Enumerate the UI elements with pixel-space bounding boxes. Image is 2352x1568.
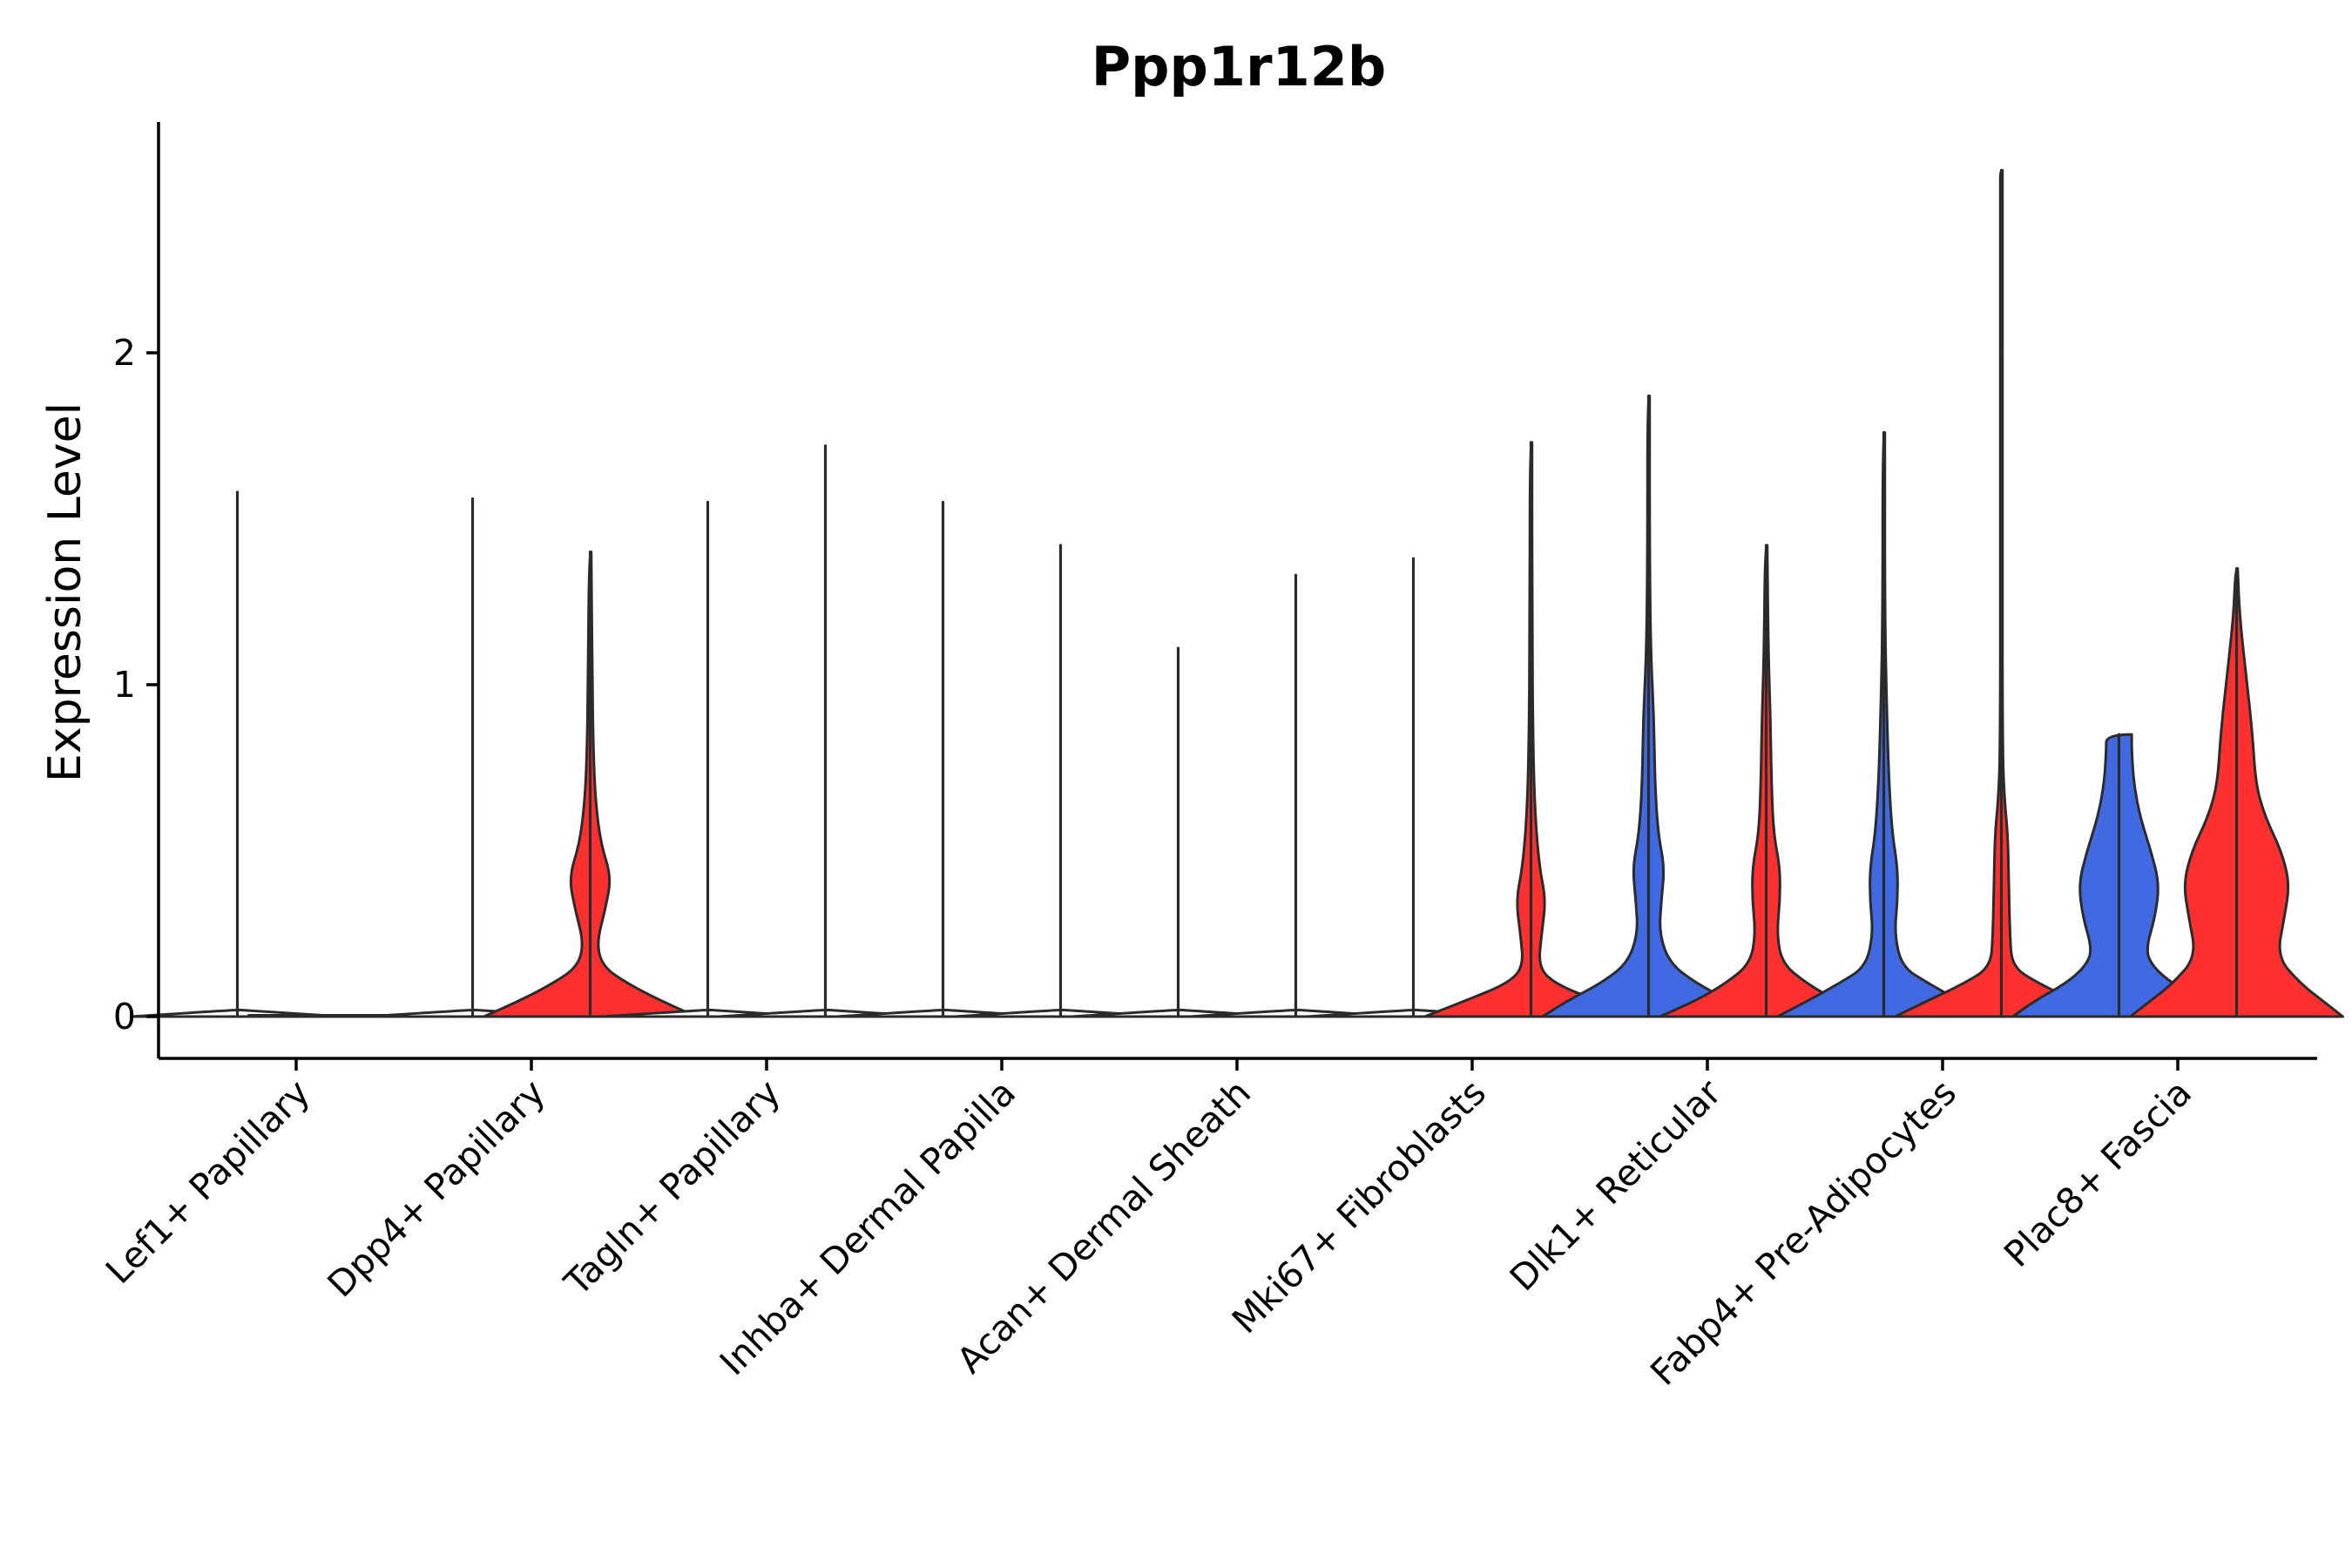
y-tick-label-0: 0 [113,996,136,1037]
violin-group [130,168,2344,1018]
axes: 0 1 2 Lef1+ Papillary Dpp4+ Papillary Tagln+ … [98,122,2317,1394]
x-tick-label-5: Mki67+ Fibroblasts [1224,1071,1494,1342]
x-tick-label-1: Dpp4+ Papillary [320,1071,553,1305]
y-tick-label-2: 2 [113,332,136,374]
x-tick-label-2: Tagln+ Papillary [556,1071,788,1304]
chart-title: Ppp1r12b [1092,35,1387,98]
x-tick-label-6: Dlk1+ Reticular [1502,1071,1729,1299]
y-axis-label: Expression Level [39,402,91,782]
y-tick-label-1: 1 [113,664,136,706]
x-tick-label-8: Plac8+ Fascia [1996,1071,2200,1275]
x-tick-label-0: Lef1+ Papillary [98,1071,318,1292]
